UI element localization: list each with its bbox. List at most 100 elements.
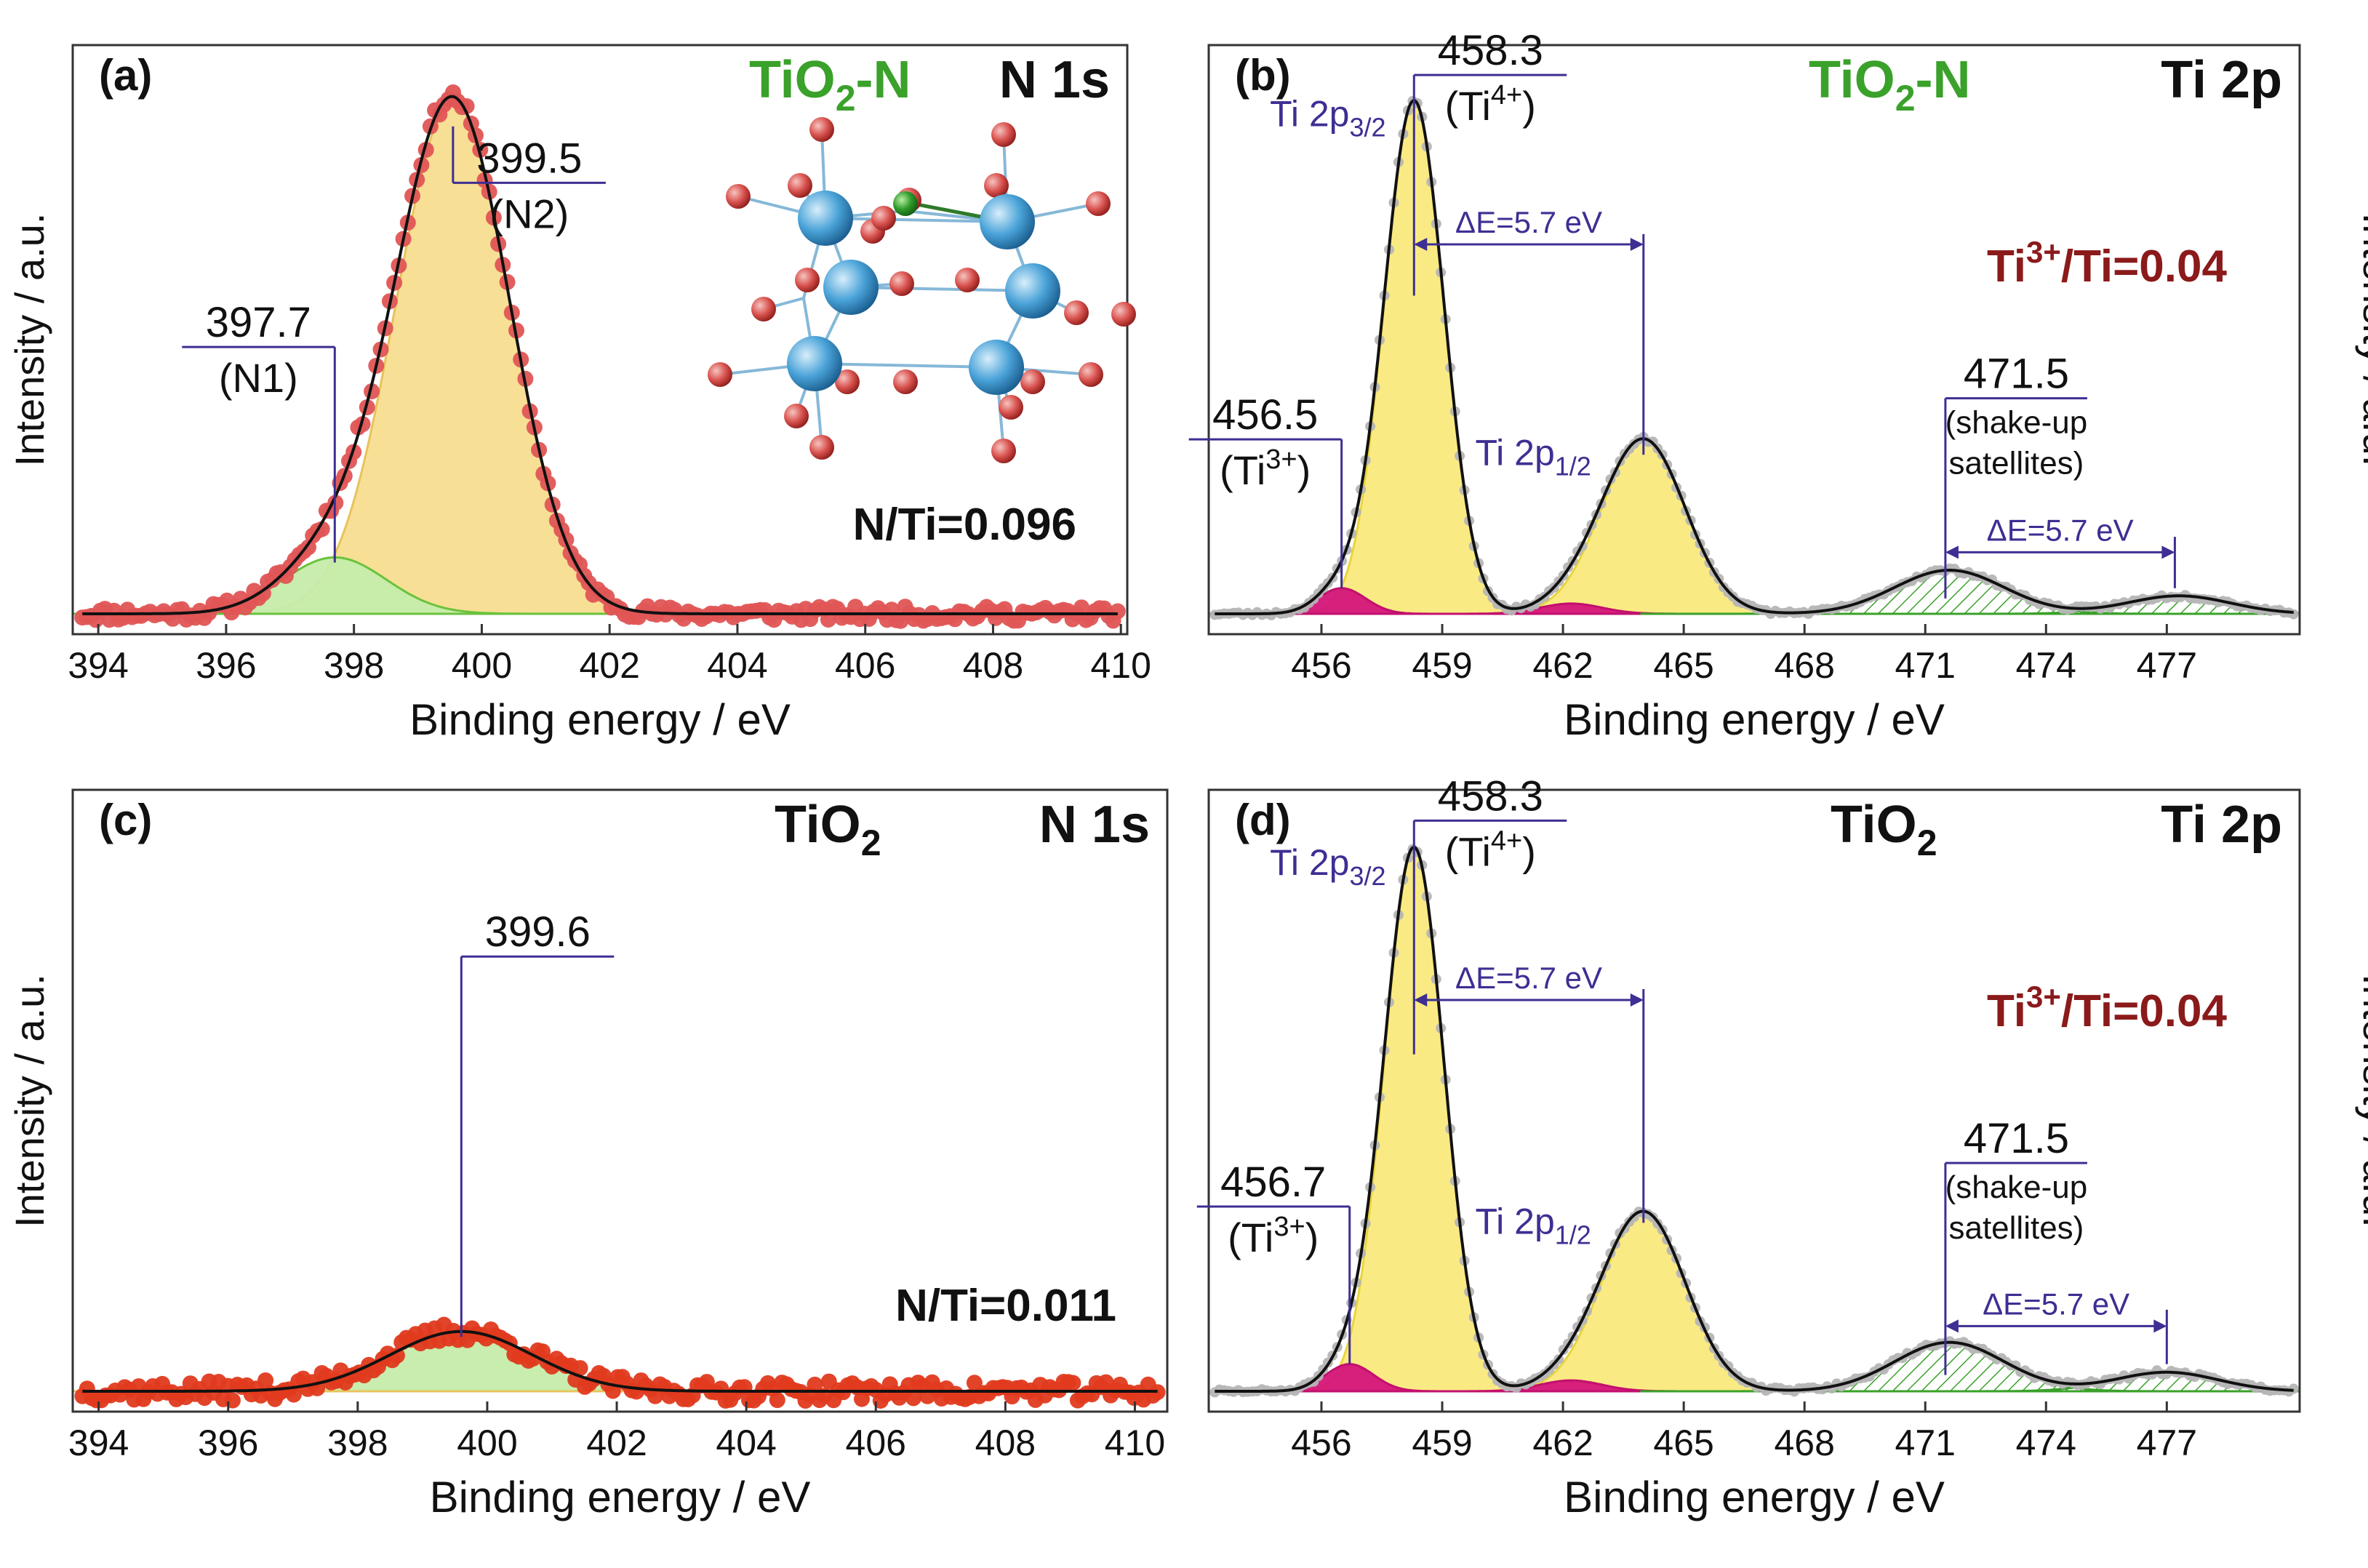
data-point [905,1390,921,1407]
x-tick-label: 394 [68,1423,129,1463]
peak-value: 456.5 [1212,391,1318,439]
x-tick-label: 406 [846,1423,906,1463]
fit-envelope-line [1215,98,2294,615]
x-axis-label: Binding energy / eV [430,1473,811,1521]
peak-value: 399.5 [476,135,582,182]
sample-label: TiO2 [775,796,881,863]
delta-e-annotation: ΔE=5.7 eV [1945,513,2176,588]
delta-e-arrowhead-left [1414,238,1428,251]
plot-frame [1207,44,2301,636]
bond [850,286,1033,292]
delta-e-arrowhead-left [1945,1319,1959,1333]
data-point [1065,1375,1081,1391]
x-tick-label: 471 [1895,1423,1956,1463]
peak-label: 471.5 (shake-up satellites) [1944,351,2088,599]
titanium-atom [798,191,853,246]
x-tick-label: 456 [1291,645,1351,686]
peak-assignment-line2: satellites) [1948,1210,2084,1246]
panel-d: 456 459 462 465 468 471 474 477 Binding energy /… [1196,772,2368,1521]
delta-e-arrowhead-right [1630,993,1644,1007]
peak-assignment: (shake-up [1945,1169,2088,1205]
x-tick-label: 459 [1412,1423,1472,1463]
data-point [388,1347,405,1364]
oxygen-atom [955,268,980,292]
peak-label: 471.5 (shake-up satellites) [1944,1115,2088,1375]
delta-e-arrowhead-right [1630,238,1644,251]
peak-label: 456.5 (Ti3+) [1188,391,1343,588]
x-tick-label: 404 [707,645,767,686]
panel-b: 456 459 462 465 468 471 474 477 Binding energy /… [1188,27,2368,744]
delta-e-arrowhead-left [1945,545,1959,559]
oxygen-atom [889,271,914,296]
delta-e-arrowhead-right [2161,545,2175,559]
panel-label: (c) [99,796,152,844]
delta-e-annotation: ΔE=5.7 eV [1414,205,1645,455]
oxygen-atom [1064,300,1089,325]
oxygen-atom [1020,369,1045,394]
delta-e-label: ΔE=5.7 eV [1455,961,1602,995]
panel-c: 394 396 398 400 402 404 406 408 410 Binding energ… [7,788,1169,1521]
peak-label: 458.3 (Ti4+) [1412,27,1567,296]
region-label: Ti 2p [2161,796,2282,854]
x-tick-label: 402 [586,1423,647,1463]
x-tick-label: 400 [452,645,512,686]
oxygen-atom [784,404,809,428]
peak-value: 399.6 [485,908,591,956]
panel-label: (a) [99,51,152,100]
titanium-atom [969,340,1024,395]
peak-value: 458.3 [1438,772,1543,820]
peak-assignment: (Ti4+) [1445,825,1536,874]
oxygen-atom [751,297,776,321]
x-tick-label: 398 [327,1423,388,1463]
x-tick-label: 477 [2137,645,2197,686]
x-tick-label: 408 [963,645,1023,686]
peak-label: 456.7 (Ti3+) [1196,1159,1351,1364]
oxygen-atom [835,369,860,394]
x-tick-label: 408 [975,1423,1036,1463]
x-tick-label: 459 [1412,645,1472,686]
bond [825,217,1008,223]
titanium-atom [823,260,879,315]
plot-frame [71,788,1169,1413]
fit-envelope-line [1215,845,2294,1393]
atomic-ratio-label: N/Ti=0.011 [895,1281,1116,1331]
oxygen-atom [788,173,812,198]
data-point [285,1386,302,1403]
oxygen-atom [991,439,1016,463]
x-tick-label: 404 [716,1423,776,1463]
data-point [458,98,475,114]
delta-e-arrowhead-right [2153,1319,2167,1333]
oxygen-atom [809,117,834,142]
peak-value: 456.7 [1220,1159,1326,1206]
peak-assignment: (Ti3+) [1228,1212,1319,1260]
data-point [224,1392,241,1409]
panel-label: (b) [1235,51,1291,100]
oxygen-atom [991,122,1016,147]
peak-value: 471.5 [1964,1115,2069,1162]
titanium-atom [980,194,1035,249]
oxygen-atom [809,435,834,460]
oxygen-atom [871,206,896,231]
plot-frame [1207,788,2301,1413]
region-label: Ti 2p [2161,51,2282,109]
x-tick-label: 456 [1291,1423,1351,1463]
delta-e-arrowhead-left [1414,993,1428,1007]
peak-assignment: (Ti4+) [1445,80,1536,129]
x-tick-label: 474 [2016,1423,2076,1463]
x-axis-label: Binding energy / eV [1564,695,1945,744]
panel-a: 394 396 398 400 402 404 406 408 410 Binding energ… [7,44,1151,744]
peak-assignment: (shake-up [1945,405,2088,441]
data-point [966,1375,983,1391]
x-tick-label: 462 [1532,1423,1593,1463]
titanium-atom [1005,263,1060,319]
delta-e-annotation: ΔE=5.7 eV [1414,961,1645,1223]
x-axis-label: Binding energy / eV [409,695,791,744]
delta-e-label: ΔE=5.7 eV [1987,513,2134,547]
atomic-ratio-label: N/Ti=0.096 [853,500,1076,550]
atomic-ratio-label: Ti3+/Ti=0.04 [1987,980,2227,1036]
peak-assignment: (N1) [219,355,298,401]
fit-envelope-line [82,1329,1158,1393]
peak-value: 397.7 [206,299,311,346]
oxygen-atom [726,184,751,209]
